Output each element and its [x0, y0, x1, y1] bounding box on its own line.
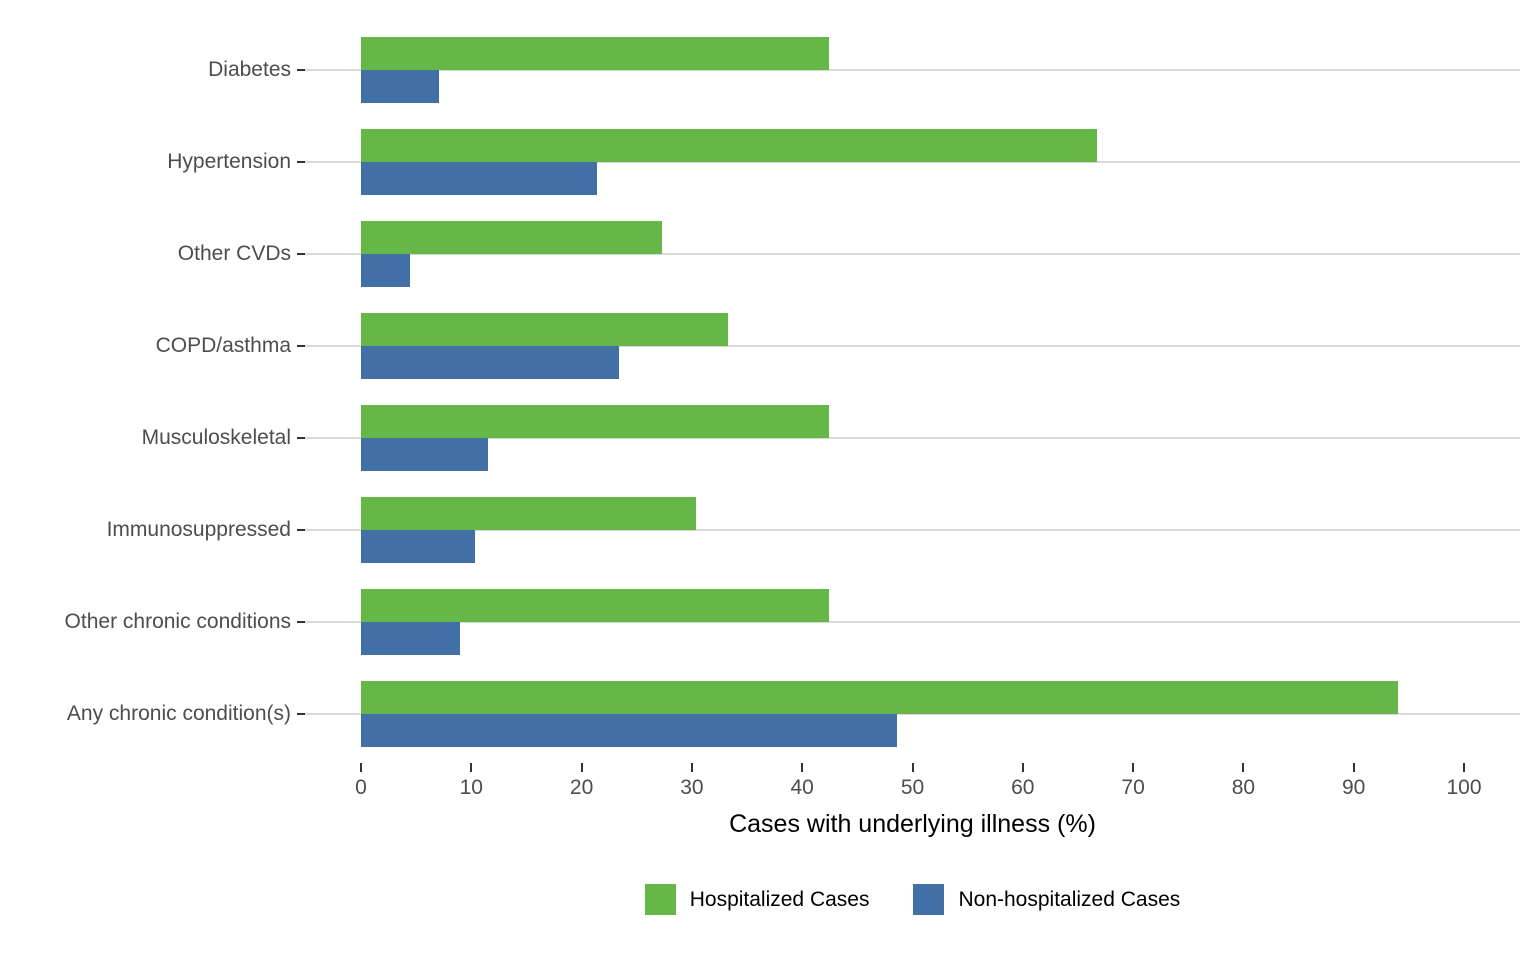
bar-non-hospitalized [361, 622, 461, 655]
category-label: COPD/asthma [155, 334, 291, 357]
bar-hospitalized [361, 497, 697, 530]
gridline [305, 161, 1520, 163]
x-tick-label: 20 [569, 776, 594, 799]
y-tick-mark [297, 69, 305, 71]
gridline [305, 253, 1520, 255]
bar-non-hospitalized [361, 70, 440, 103]
x-tick-mark [470, 763, 473, 772]
gridline [305, 529, 1520, 531]
x-tick-label: 60 [1011, 776, 1035, 799]
x-tick-mark [1021, 763, 1024, 772]
legend-swatch [913, 884, 945, 915]
x-tick-label: 80 [1231, 776, 1256, 799]
y-tick-mark [297, 621, 305, 623]
gridline [305, 621, 1520, 623]
gridline [305, 69, 1520, 71]
gridline [305, 437, 1520, 439]
y-tick-mark [297, 161, 305, 163]
x-tick-label: 50 [900, 776, 925, 799]
x-tick-label: 30 [680, 776, 704, 799]
gridline [305, 345, 1520, 347]
x-tick-mark [690, 763, 693, 772]
legend-item: Hospitalized Cases [644, 884, 870, 915]
category-label: Other chronic conditions [64, 610, 291, 633]
x-tick-label: 70 [1121, 776, 1145, 799]
x-tick-mark [1132, 763, 1135, 772]
category-label: Other CVDs [177, 242, 291, 265]
category-label: Immunosuppressed [106, 518, 291, 541]
bar-non-hospitalized [361, 530, 475, 563]
bar-hospitalized [361, 681, 1398, 714]
x-tick-mark [911, 763, 914, 772]
x-tick-mark [360, 763, 362, 772]
x-tick-label: 10 [459, 776, 483, 799]
x-tick-mark [1352, 763, 1355, 772]
category-label: Diabetes [208, 58, 291, 81]
bar-non-hospitalized [361, 162, 598, 195]
bar-non-hospitalized [361, 254, 410, 287]
bar-hospitalized [361, 589, 829, 622]
y-tick-mark [297, 345, 305, 347]
x-tick-label: 40 [790, 776, 814, 799]
bar-hospitalized [361, 405, 829, 438]
category-label: Any chronic condition(s) [66, 702, 291, 725]
x-axis: 0 10 20 30 40 50 60 70 80 90 100 [305, 760, 1520, 820]
x-tick-mark [801, 763, 804, 772]
bar-non-hospitalized [361, 346, 620, 379]
bar-non-hospitalized [361, 438, 488, 471]
category-label: Musculoskeletal [141, 426, 291, 449]
plot-panel [305, 24, 1520, 760]
x-tick-label: 0 [355, 776, 367, 799]
bar-non-hospitalized [361, 714, 898, 747]
legend-item: Non-hospitalized Cases [913, 884, 1180, 915]
gridline [305, 713, 1520, 715]
legend-label: Non-hospitalized Cases [958, 887, 1181, 911]
y-tick-mark [297, 437, 305, 439]
bar-hospitalized [361, 221, 663, 254]
legend-label: Hospitalized Cases [689, 887, 870, 911]
legend-swatch [644, 884, 676, 915]
bar-hospitalized [361, 37, 829, 70]
y-axis: Diabetes Hypertension Other CVDs COPD/asthm… [0, 24, 305, 760]
x-tick-mark [1242, 763, 1245, 772]
bar-hospitalized [361, 129, 1097, 162]
x-tick-label: 90 [1342, 776, 1366, 799]
legend: Hospitalized Cases Non-hospitalized Cases [305, 884, 1520, 915]
x-axis-title: Cases with underlying illness (%) [729, 810, 1096, 838]
y-tick-mark [297, 713, 305, 715]
y-tick-mark [297, 529, 305, 531]
category-label: Hypertension [167, 150, 291, 173]
y-tick-mark [297, 253, 305, 255]
x-tick-mark [1463, 763, 1465, 772]
x-tick-mark [580, 763, 583, 772]
x-tick-label: 100 [1446, 776, 1482, 799]
bar-hospitalized [361, 313, 729, 346]
